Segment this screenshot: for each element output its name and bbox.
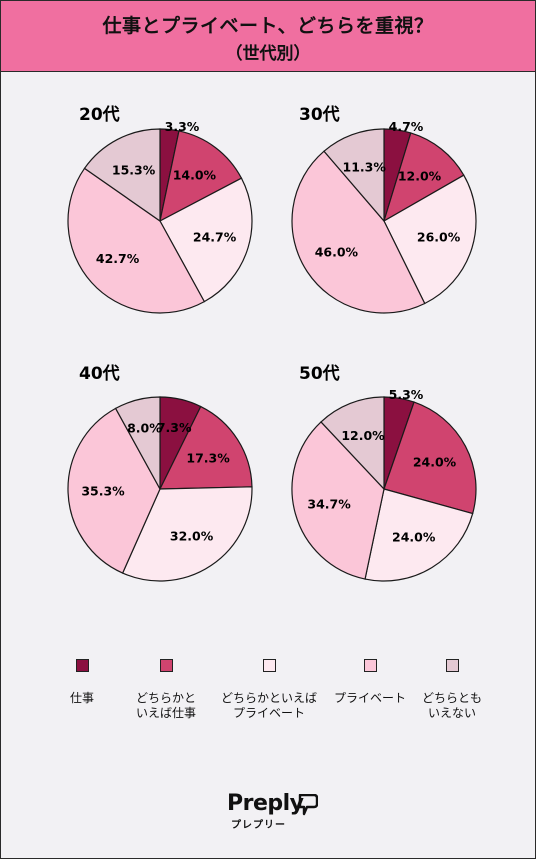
- pie-data-label: 17.3%: [186, 450, 230, 465]
- legend-swatch: [364, 659, 377, 672]
- pie-chart-3: 40代 7.3% 17.3% 32.0% 35.3% 8.0%: [67, 363, 253, 582]
- pie-chart-1: 20代 3.3% 14.0% 24.7% 42.7% 15.3%: [67, 104, 253, 314]
- pie-slice: [83, 128, 161, 223]
- pie-slice: [382, 132, 465, 223]
- pie-title: 40代: [79, 363, 120, 384]
- pie-data-label: 32.0%: [170, 529, 214, 544]
- preply-logo-icon: [298, 794, 318, 816]
- legend-label: どちらかといえば プライベート: [220, 691, 317, 720]
- preply-logo-subtitle: プレプリー: [231, 820, 286, 831]
- chart-title: 仕事とプライベート、どちらを重視？: [102, 15, 434, 37]
- pie-slice: [67, 167, 206, 314]
- pie-slice: [291, 150, 426, 314]
- pie-data-label: 14.0%: [173, 168, 217, 183]
- pie-slice: [323, 128, 385, 223]
- pie-data-label: 34.7%: [307, 496, 351, 511]
- legend-swatch: [160, 659, 173, 672]
- pie-slice: [159, 177, 253, 303]
- pie-title: 30代: [299, 104, 340, 125]
- pie-data-label: 42.7%: [96, 251, 140, 266]
- pie-slice: [159, 405, 253, 490]
- legend-swatch: [446, 659, 459, 672]
- pie-slice: [383, 174, 477, 305]
- pie-slice: [114, 396, 161, 490]
- preply-logo-text: Preply: [227, 791, 304, 816]
- pie-data-label: 12.0%: [398, 168, 442, 183]
- pie-slice: [159, 130, 243, 223]
- pie-data-label: 3.3%: [165, 119, 200, 134]
- pie-data-label: 7.3%: [157, 420, 192, 435]
- pie-data-label: 11.3%: [343, 160, 387, 175]
- pie-data-label: 12.0%: [341, 428, 385, 443]
- pie-slice: [121, 486, 253, 582]
- legend-swatch: [76, 659, 89, 672]
- pie-title: 50代: [299, 363, 340, 384]
- legend-swatch: [263, 659, 276, 672]
- pie-data-label: 24.0%: [413, 455, 457, 470]
- pie-data-label: 46.0%: [315, 245, 359, 260]
- header-banner: 仕事とプライベート、どちらを重視？ （世代別）: [1, 1, 535, 72]
- pie-data-label: 15.3%: [112, 162, 156, 177]
- pie-data-label: 24.0%: [392, 530, 436, 545]
- pie-slice: [67, 407, 161, 574]
- pie-data-label: 35.3%: [81, 483, 125, 498]
- pie-slice: [383, 401, 477, 515]
- legend-label: どちらかと いえば仕事: [135, 691, 196, 720]
- pie-chart-4: 50代 5.3% 24.0% 24.0% 34.7% 12.0%: [291, 363, 477, 582]
- pie-data-label: 24.7%: [193, 229, 237, 244]
- pie-data-label: 26.0%: [417, 230, 461, 245]
- legend-label: どちらとも いえない: [421, 691, 482, 720]
- pie-chart-2: 30代 4.7% 12.0% 26.0% 46.0% 11.3%: [291, 104, 477, 314]
- pie-slice: [320, 396, 385, 491]
- pie-slice: [364, 488, 474, 582]
- pie-slice: [291, 421, 385, 580]
- pie-data-label: 5.3%: [389, 387, 424, 402]
- pie-data-label: 4.7%: [389, 119, 424, 134]
- pie-data-label: 8.0%: [127, 420, 162, 435]
- pie-charts: 20代 3.3% 14.0% 24.7% 42.7% 15.3% 30代 4.7% 12.0% 2…: [67, 104, 477, 582]
- pie-title: 20代: [79, 104, 120, 125]
- chart-subtitle: （世代別）: [225, 44, 311, 64]
- legend-label: プライベート: [333, 691, 406, 705]
- legend-label: 仕事: [69, 691, 94, 705]
